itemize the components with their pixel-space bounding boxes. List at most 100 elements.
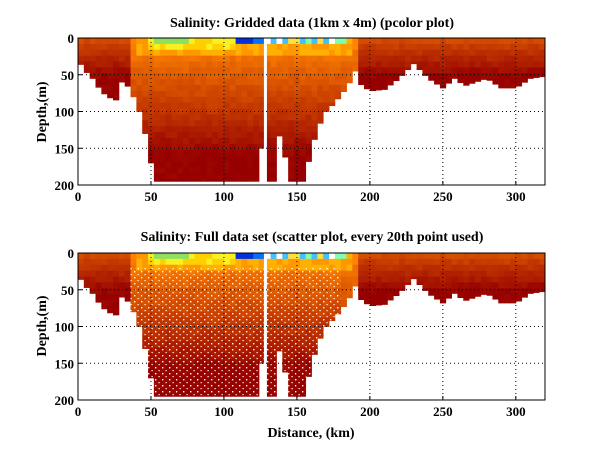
- heatmap-cell: [200, 143, 207, 151]
- heatmap-cell: [480, 67, 488, 74]
- heatmap-cell: [235, 90, 242, 98]
- heatmap-cell: [253, 126, 260, 133]
- heatmap-cell: [329, 61, 336, 68]
- heatmap-cell: [474, 55, 482, 62]
- heatmap-cell: [188, 67, 196, 74]
- heatmap-cell: [95, 43, 102, 51]
- heatmap-cell: [136, 102, 143, 109]
- heatmap-cell: [194, 161, 201, 168]
- heatmap-cell: [235, 132, 242, 139]
- heatmap-cell: [89, 288, 96, 294]
- heatmap-cell: [469, 73, 476, 80]
- heatmap-cell: [107, 61, 114, 68]
- heatmap-cell: [299, 49, 307, 57]
- heatmap-cell: [241, 173, 248, 180]
- heatmap-cell: [148, 137, 155, 145]
- heatmap-cell: [428, 73, 435, 80]
- heatmap-cell: [229, 173, 237, 180]
- heatmap-cell: [404, 253, 412, 260]
- heatmap-cell: [165, 43, 172, 51]
- heatmap-cell: [293, 137, 301, 145]
- heatmap-cell: [159, 85, 166, 92]
- heatmap-cell: [521, 43, 528, 51]
- heatmap-cell: [369, 61, 377, 68]
- heatmap-cell: [457, 264, 464, 272]
- heatmap-cell: [124, 55, 131, 62]
- heatmap-cell: [270, 143, 277, 151]
- heatmap-cell: [323, 55, 330, 62]
- heatmap-cell: [474, 258, 482, 266]
- heatmap-cell: [445, 61, 452, 68]
- heatmap-cell: [136, 43, 143, 51]
- heatmap-cell: [340, 270, 347, 277]
- heatmap-cell: [428, 270, 435, 277]
- heatmap-cell: [311, 258, 318, 266]
- heatmap-cell: [148, 96, 155, 104]
- heatmap-cell: [288, 114, 295, 121]
- heatmap-cell: [364, 73, 371, 80]
- heatmap-cell: [218, 126, 225, 133]
- heatmap-cell: [509, 85, 517, 89]
- heatmap-cell: [305, 253, 312, 260]
- heatmap-cell: [235, 55, 242, 62]
- heatmap-cell: [253, 85, 260, 92]
- heatmap-cell: [521, 67, 528, 74]
- x-tick-label: 250: [433, 404, 453, 419]
- heatmap-cell: [364, 276, 371, 283]
- heatmap-cell: [469, 253, 476, 260]
- heatmap-cell: [504, 276, 511, 283]
- heatmap-cell: [399, 38, 406, 45]
- heatmap-cell: [288, 132, 295, 139]
- heatmap-cell: [206, 85, 213, 92]
- heatmap-cell: [253, 253, 260, 260]
- heatmap-cell: [218, 143, 225, 151]
- heatmap-cell: [124, 61, 131, 68]
- heatmap-cell: [235, 143, 242, 151]
- heatmap-cell: [171, 179, 178, 182]
- heatmap-cell: [340, 258, 347, 266]
- heatmap-cell: [177, 132, 184, 139]
- heatmap-cell: [159, 120, 166, 127]
- heatmap-cell: [218, 55, 225, 62]
- heatmap-cell: [264, 43, 272, 51]
- heatmap-cell: [200, 79, 207, 86]
- heatmap-cell: [159, 61, 166, 68]
- heatmap-cell: [369, 258, 377, 266]
- heatmap-cell: [515, 49, 523, 57]
- heatmap-cell: [364, 61, 371, 68]
- heatmap-cell: [89, 270, 96, 277]
- heatmap-cell: [299, 132, 307, 139]
- heatmap-cell: [451, 38, 458, 45]
- heatmap-cell: [352, 61, 359, 68]
- heatmap-cell: [223, 161, 231, 168]
- heatmap-cell: [200, 161, 207, 168]
- y-tick-label: 200: [55, 178, 75, 193]
- heatmap-cell: [113, 294, 120, 301]
- heatmap-cell: [107, 258, 114, 266]
- heatmap-cell: [171, 61, 178, 68]
- heatmap-cell: [223, 38, 231, 45]
- heatmap-cell: [410, 61, 417, 65]
- heatmap-cell: [264, 126, 272, 133]
- heatmap-cell: [340, 305, 347, 307]
- heatmap-cell: [404, 276, 412, 283]
- heatmap-cell: [457, 288, 464, 295]
- heatmap-cell: [247, 43, 254, 51]
- heatmap-cell: [229, 114, 237, 121]
- heatmap-cell: [334, 258, 342, 266]
- heatmap-cell: [276, 73, 283, 80]
- heatmap-cell: [299, 173, 307, 180]
- heatmap-cell: [329, 90, 336, 98]
- heatmap-cell: [165, 61, 172, 68]
- heatmap-cell: [270, 179, 277, 182]
- heatmap-cell: [311, 126, 318, 133]
- heatmap-cell: [305, 43, 312, 51]
- heatmap-cell: [148, 253, 155, 260]
- heatmap-cell: [177, 137, 184, 145]
- heatmap-cell: [311, 102, 318, 109]
- heatmap-cell: [393, 282, 400, 289]
- heatmap-cell: [95, 282, 102, 289]
- heatmap-cell: [171, 55, 178, 62]
- heatmap-cell: [451, 73, 458, 79]
- heatmap-cell: [282, 55, 289, 62]
